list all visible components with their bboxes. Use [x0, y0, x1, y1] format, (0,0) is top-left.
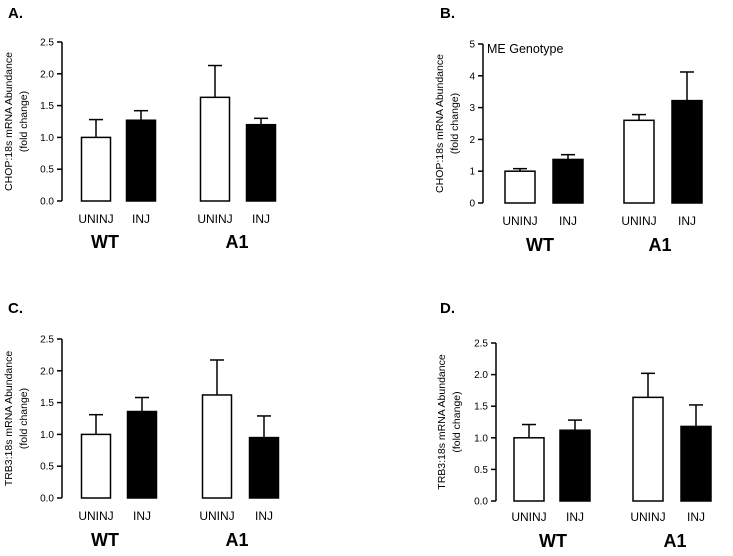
category-label: INJ	[559, 214, 577, 228]
y-tick-label: 1.0	[474, 433, 488, 444]
category-label: INJ	[132, 212, 150, 226]
category-label: INJ	[678, 214, 696, 228]
bar-wt-inj	[552, 158, 584, 204]
bar-wt-uninj	[504, 170, 536, 204]
chart-panel-4: D. 0.0 0.5 1.0 1.5 2.0 2.5 TRB3:18s mRNA Abunda…	[436, 300, 712, 551]
category-label: UNINJ	[621, 214, 656, 228]
category-label: INJ	[687, 510, 705, 524]
chart-panel-2: B. 0 1 2 3 4 5 CHOP:18s mRNA Abundance (fold cha…	[434, 5, 703, 255]
y-tick-label: 2.0	[474, 370, 488, 381]
group-label: A1	[663, 531, 686, 551]
chart-panel-1: A. 0.0 0.5 1.0 1.5 2.0 2.5 CHOP:18s mRNA Abunda…	[3, 5, 277, 252]
group-label: WT	[526, 235, 554, 255]
bar-a1-inj	[680, 425, 712, 502]
category-label: UNINJ	[630, 510, 665, 524]
panel-label: B.	[440, 5, 455, 22]
category-label: UNINJ	[502, 214, 537, 228]
y-tick-label: 1	[469, 167, 475, 178]
bar-a1-inj	[245, 123, 277, 202]
y-axis-label-line2: (fold change)	[449, 93, 461, 154]
y-tick-label: 1.0	[40, 430, 54, 441]
bar-wt-inj	[126, 410, 158, 499]
y-tick-label: 0.5	[474, 465, 488, 476]
bar-wt-uninj	[80, 136, 112, 202]
y-tick-label: 2.5	[40, 335, 54, 346]
chart-panel-3: C. 0.0 0.5 1.0 1.5 2.0 2.5 TRB3:18s mRNA Abunda…	[3, 300, 280, 550]
y-tick-label: 2.0	[40, 366, 54, 377]
category-label: INJ	[252, 212, 270, 226]
bar-wt-uninj	[513, 437, 545, 502]
panel-label: D.	[440, 300, 455, 317]
y-tick-label: 0.0	[474, 497, 488, 508]
y-axis-label-line2: (fold change)	[18, 91, 30, 152]
y-tick-label: 4	[469, 71, 475, 82]
group-label: WT	[539, 531, 567, 551]
y-axis-label: TRB3:18s mRNA Abundance	[3, 351, 15, 487]
bar-wt-inj	[559, 429, 591, 502]
bar-a1-uninj	[201, 394, 233, 499]
group-label: WT	[91, 232, 119, 252]
bar-a1-inj	[671, 99, 703, 204]
y-tick-label: 5	[469, 40, 475, 51]
y-axis-label: CHOP:18s mRNA Abundance	[434, 54, 446, 193]
group-label: A1	[225, 232, 248, 252]
category-label: UNINJ	[197, 212, 232, 226]
y-tick-label: 0.0	[40, 197, 54, 208]
y-tick-label: 1.0	[40, 133, 54, 144]
bar-wt-uninj	[80, 433, 112, 499]
y-tick-label: 2.5	[40, 38, 54, 49]
category-label: UNINJ	[78, 212, 113, 226]
category-label: UNINJ	[78, 509, 113, 523]
y-tick-label: 0	[469, 199, 475, 210]
panel-label: A.	[8, 5, 23, 22]
bar-a1-uninj	[199, 96, 231, 202]
bar-wt-inj	[125, 119, 157, 202]
bar-a1-inj	[248, 436, 280, 499]
y-axis-label-line2: (fold change)	[451, 391, 463, 452]
category-label: INJ	[255, 509, 273, 523]
y-tick-label: 1.5	[40, 398, 54, 409]
group-label: A1	[648, 235, 671, 255]
category-label: UNINJ	[199, 509, 234, 523]
y-tick-label: 2.5	[474, 339, 488, 350]
y-tick-label: 2.0	[40, 69, 54, 80]
group-label: A1	[225, 530, 248, 550]
bar-a1-uninj	[623, 119, 655, 204]
category-label: INJ	[566, 510, 584, 524]
y-tick-label: 0.0	[40, 494, 54, 505]
y-tick-label: 1.5	[474, 402, 488, 413]
y-tick-label: 3	[469, 103, 475, 114]
y-tick-label: 2	[469, 135, 475, 146]
y-tick-label: 1.5	[40, 101, 54, 112]
category-label: INJ	[133, 509, 151, 523]
annotation: ME Genotype	[487, 42, 563, 56]
y-axis-label: TRB3:18s mRNA Abundance	[436, 354, 448, 490]
category-label: UNINJ	[511, 510, 546, 524]
bar-a1-uninj	[632, 396, 664, 502]
y-axis-label-line2: (fold change)	[18, 388, 30, 449]
y-tick-label: 0.5	[40, 462, 54, 473]
group-label: WT	[91, 530, 119, 550]
y-tick-label: 0.5	[40, 165, 54, 176]
y-axis-label: CHOP:18s mRNA Abundance	[3, 52, 15, 191]
panel-label: C.	[8, 300, 23, 317]
